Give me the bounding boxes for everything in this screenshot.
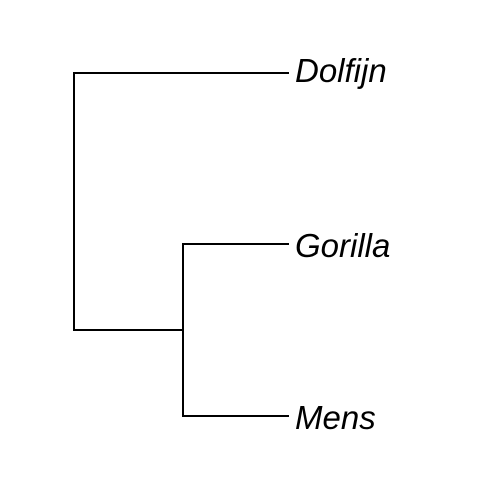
taxon-label-dolfijn: Dolfijn [295, 52, 387, 89]
taxon-label-gorilla: Gorilla [295, 227, 390, 264]
taxon-label-mens: Mens [295, 399, 376, 436]
